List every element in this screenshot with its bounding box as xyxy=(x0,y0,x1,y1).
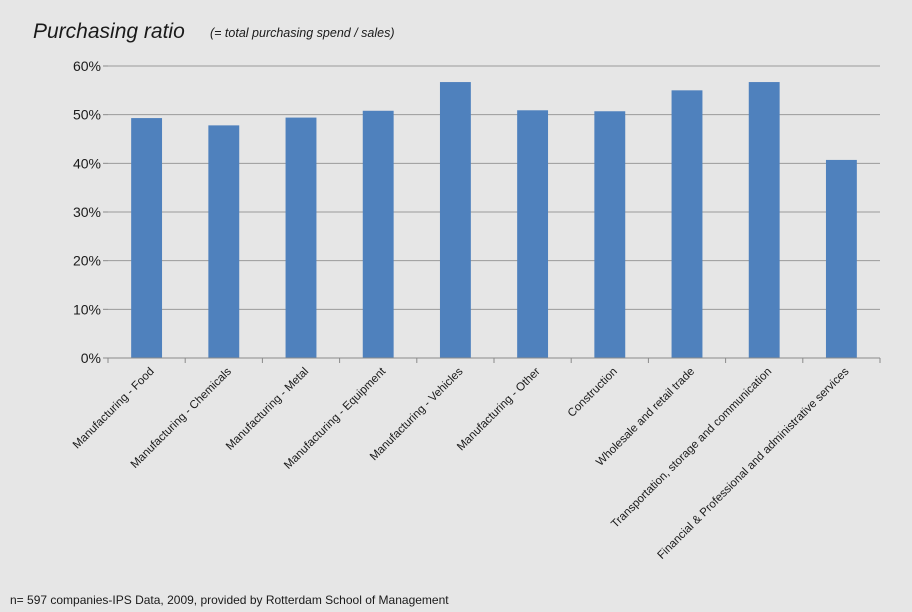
x-category-label: Construction xyxy=(566,366,620,420)
x-axis-ticks xyxy=(107,358,881,363)
y-axis-tick-labels: 0% 10% 20% 30% 40% 50% 60% xyxy=(73,58,108,366)
y-tick-label: 30% xyxy=(73,204,101,220)
x-category-label: Transportation, storage and communicatio… xyxy=(609,366,774,531)
x-category-label: Manufacturing - Other xyxy=(455,366,543,454)
bar xyxy=(208,125,240,358)
bar xyxy=(825,159,857,358)
x-category-label: Financial & Professional and administrat… xyxy=(655,365,851,561)
bars xyxy=(131,82,857,358)
x-category-label: Manufacturing - Metal xyxy=(224,366,311,453)
chart-subtitle: (= total purchasing spend / sales) xyxy=(210,26,394,40)
y-tick-label: 0% xyxy=(81,350,101,366)
y-tick-label: 60% xyxy=(73,58,101,74)
x-category-label: Manufacturing - Vehicles xyxy=(368,365,466,463)
bar xyxy=(517,110,549,358)
bar xyxy=(748,82,780,358)
x-category-label: Manufacturing - Food xyxy=(71,366,157,452)
bar xyxy=(594,111,626,358)
y-tick-label: 40% xyxy=(73,155,101,171)
bar xyxy=(285,117,317,358)
source-footnote: n= 597 companies-IPS Data, 2009, provide… xyxy=(10,593,449,607)
bar xyxy=(362,110,394,358)
y-tick-label: 20% xyxy=(73,253,101,269)
bar xyxy=(671,90,703,358)
bar xyxy=(131,118,163,358)
chart-title: Purchasing ratio xyxy=(33,20,185,43)
bar xyxy=(439,82,471,358)
y-tick-label: 10% xyxy=(73,301,101,317)
y-tick-label: 50% xyxy=(73,107,101,123)
